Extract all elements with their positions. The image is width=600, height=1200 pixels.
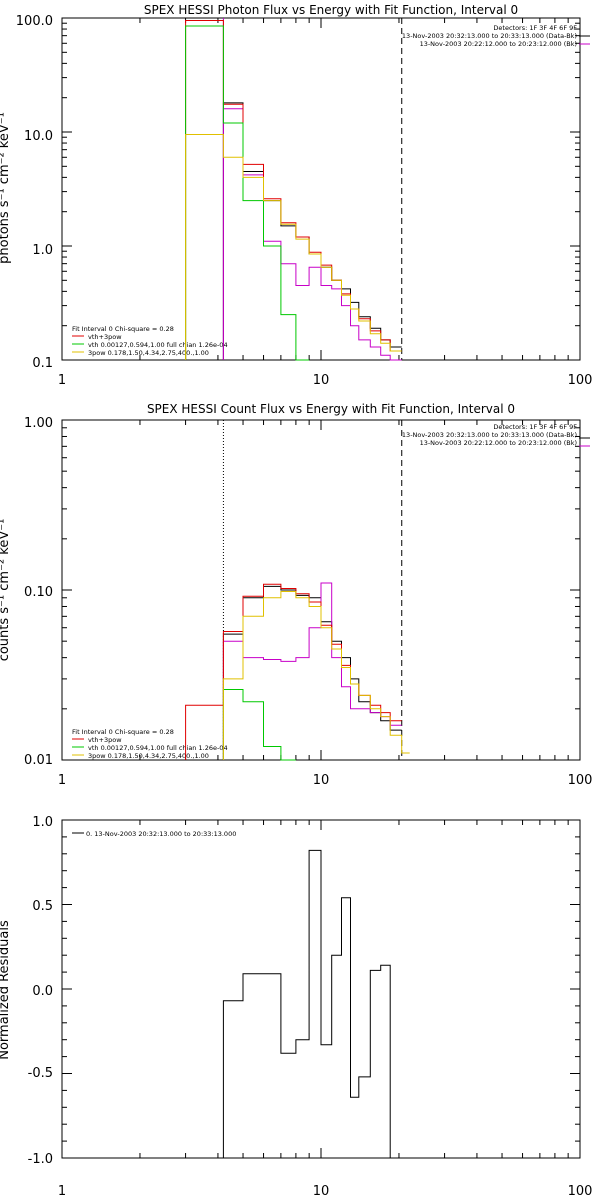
count-y-tick-label: 1.00 <box>24 416 53 431</box>
residuals-y-tick-label: -1.0 <box>28 1152 53 1167</box>
residuals-y-axis-label: Normalized Residuals <box>0 920 12 1060</box>
photon-y-axis-label: photons s⁻¹ cm⁻² keV⁻¹ <box>0 112 12 264</box>
count-series-data-bk <box>222 585 402 760</box>
photon-series-vth <box>185 25 310 361</box>
photon-flux-panel: SPEX HESSI Photon Flux vs Energy with Fi… <box>0 3 592 388</box>
photon-x-tick-label: 100 <box>568 373 593 388</box>
count-legend-label: vth 0.00127,0.594,1.00 full chian 1.26e-… <box>88 744 228 752</box>
photon-y-tick-label: 1.0 <box>32 243 53 258</box>
photon-x-tick-label: 10 <box>313 373 330 388</box>
count-series-vth <box>222 689 296 761</box>
photon-fit-legend-header: Fit Interval 0 Chi-square = 0.28 <box>72 325 174 333</box>
photon-series-data-bk <box>222 102 402 360</box>
photon-series-vth-3pow <box>185 20 402 360</box>
photon-y-tick-label: 0.1 <box>32 356 53 371</box>
residuals-x-tick-label: 100 <box>568 1184 593 1199</box>
residuals-y-tick-label: -0.5 <box>28 1066 53 1081</box>
count-flux-panel: SPEX HESSI Count Flux vs Energy with Fit… <box>0 402 592 788</box>
photon-y-tick-label: 10.0 <box>24 129 53 144</box>
photon-plot-frame <box>61 17 581 361</box>
count-y-tick-label: 0.10 <box>24 585 53 600</box>
count-legend-label: vth+3pow <box>88 736 122 744</box>
count-x-tick-label: 10 <box>313 773 330 788</box>
photon-legend-label: 3pow 0.178,1.50,4.34,2.75,400.,1.00 <box>88 349 209 357</box>
photon-chart-title: SPEX HESSI Photon Flux vs Energy with Fi… <box>144 3 518 17</box>
residuals-legend-label: 0. 13-Nov-2003 20:32:13.000 to 20:33:13.… <box>86 830 236 838</box>
residuals-x-tick-label: 10 <box>313 1184 330 1199</box>
residuals-y-tick-label: 0.5 <box>32 899 53 914</box>
residuals-panel: Normalized Residuals -1.0 -0.5 0.0 0.5 1… <box>0 815 592 1199</box>
count-x-tick-label: 100 <box>568 773 593 788</box>
residuals-series-0-13-nov-2003-20-32-13-000-to-20-33-13-000 <box>222 849 402 1159</box>
photon-series-3pow <box>185 134 402 360</box>
count-series-vth-3pow <box>185 583 402 760</box>
photon-y-tick-label: 100.0 <box>16 14 53 29</box>
count-series-3pow <box>222 591 410 760</box>
count-series-bk <box>222 582 402 760</box>
count-y-axis-label: counts s⁻¹ cm⁻² keV⁻¹ <box>0 519 12 662</box>
photon-series-bk <box>222 108 402 361</box>
count-fit-legend-header: Fit Interval 0 Chi-square = 0.28 <box>72 728 174 736</box>
residuals-x-tick-label: 1 <box>58 1184 66 1199</box>
photon-legend-label: vth+3pow <box>88 333 122 341</box>
photon-background-interval-label: 13-Nov-2003 20:22:12.000 to 20:23:12.000… <box>420 40 577 48</box>
residuals-y-tick-label: 1.0 <box>32 815 53 830</box>
count-background-interval-label: 13-Nov-2003 20:22:12.000 to 20:23:12.000… <box>420 439 577 447</box>
count-data-interval-label: 13-Nov-2003 20:32:13.000 to 20:33:13.000… <box>402 431 577 439</box>
count-y-tick-label: 0.01 <box>24 753 53 768</box>
photon-data-interval-label: 13-Nov-2003 20:32:13.000 to 20:33:13.000… <box>402 32 577 40</box>
photon-x-tick-label: 1 <box>58 373 66 388</box>
photon-legend-label: vth 0.00127,0.594,1.00 full chian 1.26e-… <box>88 341 228 349</box>
count-chart-title: SPEX HESSI Count Flux vs Energy with Fit… <box>147 402 515 416</box>
count-legend-label: 3pow 0.178,1.50,4.34,2.75,400.,1.00 <box>88 752 209 760</box>
count-detectors-label: Detectors: 1F 3F 4F 6F 9F <box>493 423 577 431</box>
count-x-tick-label: 1 <box>58 773 66 788</box>
photon-detectors-label: Detectors: 1F 3F 4F 6F 9F <box>493 24 577 32</box>
residuals-y-tick-label: 0.0 <box>32 984 53 999</box>
